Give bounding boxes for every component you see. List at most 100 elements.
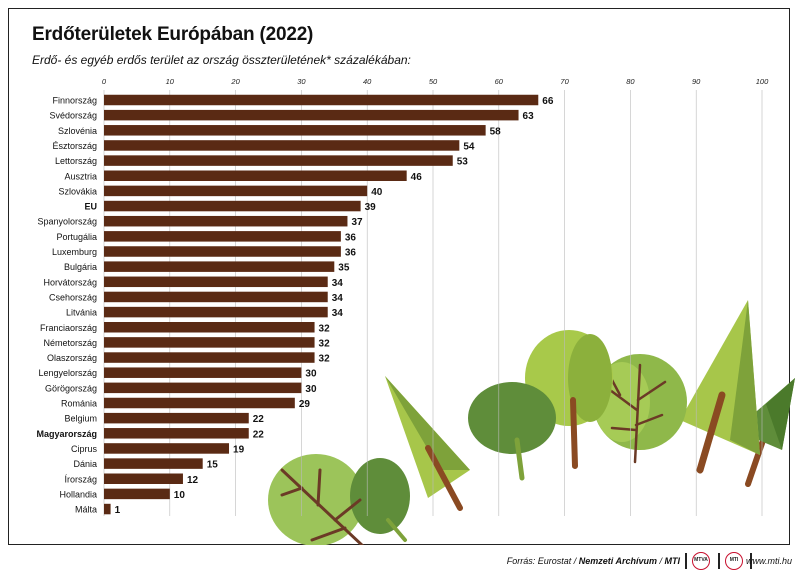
category-label: Luxemburg — [52, 247, 97, 257]
value-label: 30 — [305, 384, 317, 395]
value-label: 12 — [187, 475, 199, 486]
bar — [104, 261, 335, 272]
deciduous-tree-dark — [468, 382, 556, 481]
category-label: Görögország — [45, 383, 97, 393]
value-label: 15 — [207, 460, 219, 471]
bar — [104, 337, 315, 348]
bar — [104, 322, 315, 333]
bar — [104, 382, 302, 394]
x-tick-label: 90 — [692, 77, 701, 86]
value-label: 10 — [174, 490, 186, 501]
website-link[interactable]: www.mti.hu — [745, 556, 792, 566]
value-label: 30 — [305, 369, 317, 380]
chart-subtitle: Erdő- és egyéb erdős terület az ország ö… — [32, 53, 411, 67]
bar — [104, 503, 111, 515]
forest-illustration — [268, 300, 795, 545]
value-labels: 6663585453464039373636353434343232323030… — [115, 96, 554, 516]
category-label: Szlovákia — [58, 186, 97, 196]
category-label: Svédország — [49, 111, 97, 121]
bar — [104, 367, 302, 378]
category-label: Csehország — [49, 292, 97, 302]
bar — [104, 443, 230, 454]
category-labels: Finnország Svédország Szlovénia Észtország L… — [36, 96, 97, 515]
category-label: Málta — [75, 505, 97, 515]
category-label: Észtország — [52, 141, 97, 151]
conifer-tree-tall — [680, 300, 760, 474]
category-label: Írország — [64, 474, 97, 484]
bar — [104, 306, 328, 318]
bar — [104, 125, 486, 136]
bar — [104, 352, 315, 363]
x-tick-label: 0 — [102, 77, 107, 86]
value-label: 34 — [332, 278, 344, 289]
bar — [104, 428, 249, 439]
category-label: Dánia — [73, 459, 97, 469]
bar — [104, 246, 341, 257]
bar — [104, 155, 453, 166]
category-label: Portugália — [56, 232, 97, 242]
category-label: Lengyelország — [38, 368, 97, 378]
value-label: 36 — [345, 232, 357, 243]
bar — [104, 291, 328, 303]
value-label: 53 — [457, 157, 469, 168]
value-label: 36 — [345, 248, 357, 259]
value-label: 32 — [319, 354, 331, 365]
category-label: Spanyolország — [37, 217, 97, 227]
x-tick-label: 70 — [560, 77, 569, 86]
bar — [104, 109, 519, 121]
chart-frame — [8, 8, 790, 545]
source-credit: Forrás: Eurostat / Nemzeti Archívum / MT… — [507, 556, 680, 566]
category-label: Belgium — [64, 414, 97, 424]
x-tick-label: 60 — [495, 77, 504, 86]
conifer-tree-tilted — [385, 376, 470, 511]
category-label: Lettország — [55, 156, 97, 166]
bar-chart: 0 10 20 30 40 50 60 70 80 90 100 Finnország Svédors… — [36, 77, 795, 545]
category-label: Litvánia — [66, 308, 97, 318]
deciduous-tree-bottom — [268, 454, 410, 545]
category-label: Olaszország — [47, 353, 97, 363]
value-label: 32 — [319, 338, 331, 349]
bar — [104, 473, 183, 484]
source-prefix: Forrás: Eurostat / — [506, 556, 579, 566]
category-label: Finnország — [52, 96, 97, 106]
value-label: 32 — [319, 323, 331, 334]
category-label: Franciaország — [40, 323, 97, 333]
category-label: Magyarország — [36, 429, 97, 439]
chart-title: Erdőterületek Európában (2022) — [32, 24, 314, 45]
value-label: 34 — [332, 293, 344, 304]
value-label: 66 — [542, 96, 554, 107]
value-label: 63 — [523, 111, 535, 122]
x-tick-label: 40 — [363, 77, 372, 86]
mti-logo: MTI — [725, 552, 743, 570]
category-label: Szlovénia — [58, 126, 97, 136]
category-label: Ciprus — [71, 444, 98, 454]
bar — [104, 412, 249, 424]
footer-separator — [685, 553, 687, 569]
bar — [104, 276, 328, 288]
bar — [104, 231, 341, 242]
mtva-logo: MTVA — [692, 552, 710, 570]
x-axis-ticks: 0 10 20 30 40 50 60 70 80 90 100 — [102, 77, 769, 86]
bar — [104, 215, 348, 227]
x-tick-label: 10 — [166, 77, 175, 86]
bar — [104, 488, 170, 500]
x-tick-label: 20 — [230, 77, 240, 86]
value-label: 37 — [351, 217, 363, 228]
value-label: 39 — [365, 202, 377, 213]
value-label: 35 — [338, 263, 350, 274]
source-archive: Nemzeti Archívum — [578, 556, 657, 566]
source-separator: / — [656, 556, 665, 566]
x-tick-label: 50 — [429, 77, 438, 86]
value-label: 58 — [490, 126, 502, 137]
bars — [104, 94, 539, 515]
value-label: 54 — [463, 141, 475, 152]
bar — [104, 397, 295, 409]
value-label: 19 — [233, 444, 245, 455]
footer-separator — [718, 553, 720, 569]
value-label: 22 — [253, 414, 265, 425]
footer-separator — [750, 553, 752, 569]
value-label: 29 — [299, 399, 311, 410]
value-label: 34 — [332, 308, 344, 319]
category-label: Horvátország — [43, 277, 97, 287]
x-tick-label: 80 — [626, 77, 635, 86]
